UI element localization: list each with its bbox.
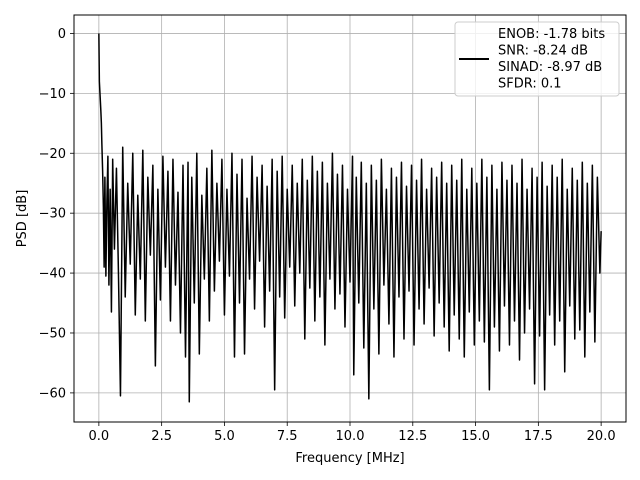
psd-series-line bbox=[98, 33, 602, 403]
x-tick-label: 12.5 bbox=[398, 429, 427, 444]
x-tick-label: 2.5 bbox=[151, 429, 172, 444]
legend-entry-sfdr: SFDR: 0.1 bbox=[498, 77, 562, 92]
y-axis-label: PSD [dB] bbox=[15, 190, 30, 248]
x-tick-label: 7.5 bbox=[277, 429, 298, 444]
y-tick-label: −40 bbox=[39, 267, 66, 282]
x-tick-label: 5.0 bbox=[214, 429, 235, 444]
x-tick-label: 15.0 bbox=[461, 429, 490, 444]
y-tick-label: −20 bbox=[39, 147, 66, 162]
legend-entry-enob: ENOB: -1.78 bits bbox=[498, 27, 605, 42]
legend-box bbox=[454, 21, 620, 97]
x-axis-label: Frequency [MHz] bbox=[295, 451, 404, 466]
legend-entry-sinad: SINAD: -8.97 dB bbox=[498, 60, 602, 75]
y-tick-label: −50 bbox=[39, 326, 66, 341]
y-tick-label: −10 bbox=[39, 87, 66, 102]
x-tick-label: 0.0 bbox=[89, 429, 110, 444]
y-tick-label: −30 bbox=[39, 207, 66, 222]
y-axis-ticks: 0 −10 −20 −30 −40 −50 −60 bbox=[39, 27, 74, 401]
series-layer bbox=[98, 33, 602, 403]
x-tick-label: 17.5 bbox=[524, 429, 553, 444]
y-tick-label: 0 bbox=[58, 27, 66, 42]
x-tick-label: 20.0 bbox=[587, 429, 616, 444]
legend-entry-snr: SNR: -8.24 dB bbox=[498, 44, 588, 59]
x-tick-label: 10.0 bbox=[336, 429, 365, 444]
x-axis-ticks: 0.0 2.5 5.0 7.5 10.0 12.5 15.0 17.5 20.0 bbox=[89, 422, 616, 444]
legend: ENOB: -1.78 bits SNR: -8.24 dB SINAD: -8… bbox=[454, 21, 620, 97]
y-tick-label: −60 bbox=[39, 386, 66, 401]
